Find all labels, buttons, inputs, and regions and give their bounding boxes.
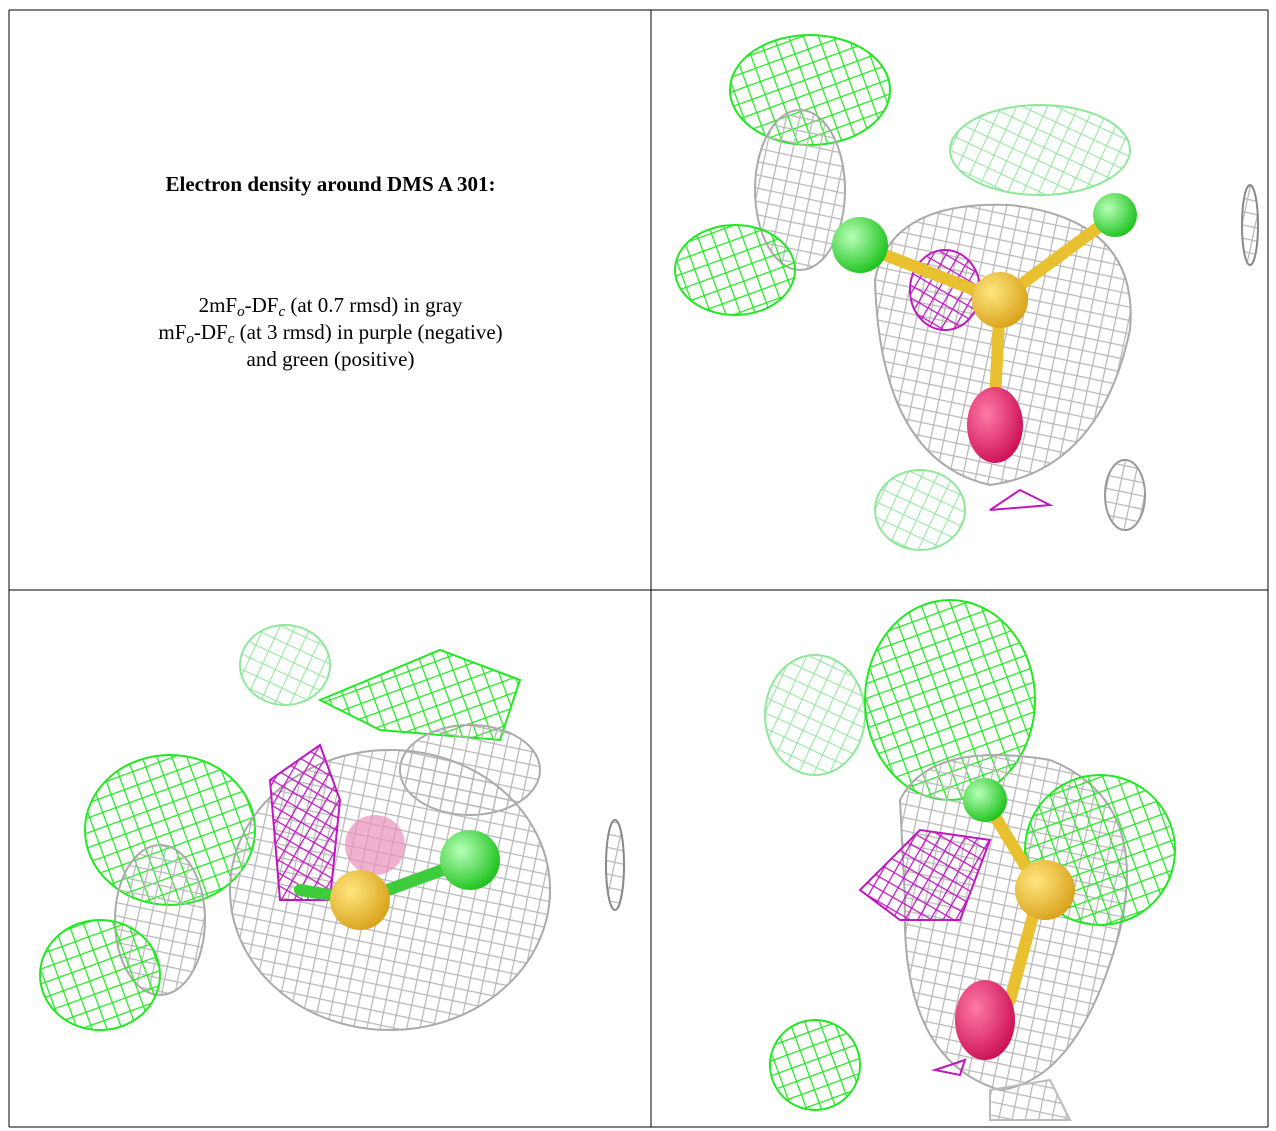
subscript: o xyxy=(186,331,194,347)
view-bottom-right xyxy=(764,599,1176,1121)
legend-line: 2mFo-DFc (at 0.7 rmsd) in gray xyxy=(10,292,651,320)
legend-lines: 2mFo-DFc (at 0.7 rmsd) in gray mFo-DFc (a… xyxy=(10,292,651,373)
subscript: c xyxy=(278,304,286,320)
text-run: -DF xyxy=(193,320,228,344)
text-run: (at 0.7 rmsd) in gray xyxy=(285,293,463,317)
text-run: (at 3 rmsd) in purple (negative) xyxy=(234,320,503,344)
view-top-right xyxy=(674,34,1259,551)
legend-line: mFo-DFc (at 3 rmsd) in purple (negative) xyxy=(10,319,651,347)
text-run: 2mF xyxy=(198,293,238,317)
subscript: c xyxy=(227,331,235,347)
text-run: -DF xyxy=(244,293,279,317)
text-run: mF xyxy=(158,320,187,344)
text-run: and green (positive) xyxy=(246,347,415,371)
legend-line: and green (positive) xyxy=(10,346,651,373)
text-panel: Electron density around DMS A 301: 2mFo-… xyxy=(10,10,651,590)
subscript: o xyxy=(237,304,245,320)
panel-title: Electron density around DMS A 301: xyxy=(165,172,496,196)
frame xyxy=(8,9,1269,1128)
view-bottom-left xyxy=(39,624,625,1031)
